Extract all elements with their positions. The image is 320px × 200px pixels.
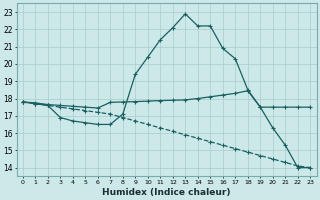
- X-axis label: Humidex (Indice chaleur): Humidex (Indice chaleur): [102, 188, 231, 197]
